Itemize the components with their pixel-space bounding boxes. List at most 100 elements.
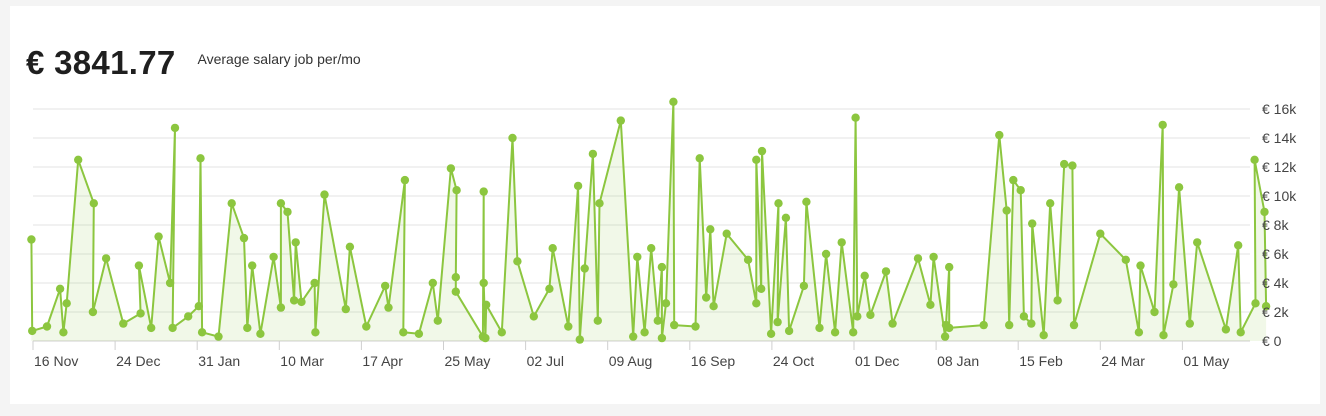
data-point[interactable]: [1150, 307, 1159, 317]
data-point[interactable]: [633, 252, 642, 262]
data-point[interactable]: [929, 252, 938, 262]
data-point[interactable]: [243, 323, 252, 333]
data-point[interactable]: [451, 287, 460, 296]
data-point[interactable]: [926, 300, 935, 309]
data-point[interactable]: [136, 309, 145, 318]
data-point[interactable]: [564, 322, 573, 331]
data-point[interactable]: [995, 130, 1004, 140]
data-point[interactable]: [27, 235, 36, 244]
data-point[interactable]: [595, 199, 604, 208]
data-point[interactable]: [913, 254, 923, 263]
data-point[interactable]: [101, 254, 111, 263]
data-point[interactable]: [752, 299, 761, 308]
data-point[interactable]: [1134, 328, 1144, 337]
data-point[interactable]: [89, 199, 99, 208]
data-point[interactable]: [428, 278, 437, 288]
data-point[interactable]: [657, 333, 667, 343]
data-point[interactable]: [28, 326, 37, 336]
data-point[interactable]: [1250, 155, 1259, 164]
data-point[interactable]: [575, 335, 584, 344]
data-point[interactable]: [837, 238, 846, 247]
data-point[interactable]: [119, 319, 128, 328]
data-point[interactable]: [580, 264, 589, 273]
data-point[interactable]: [799, 281, 809, 291]
data-point[interactable]: [881, 267, 891, 276]
data-point[interactable]: [399, 328, 408, 337]
data-point[interactable]: [752, 155, 761, 164]
data-point[interactable]: [757, 146, 767, 156]
data-point[interactable]: [311, 328, 320, 337]
data-point[interactable]: [1005, 320, 1014, 330]
data-point[interactable]: [860, 271, 869, 280]
data-point[interactable]: [289, 296, 299, 305]
data-point[interactable]: [74, 155, 83, 164]
data-point[interactable]: [88, 307, 98, 317]
data-point[interactable]: [165, 278, 175, 288]
data-point[interactable]: [629, 332, 638, 341]
data-point[interactable]: [670, 320, 679, 330]
data-point[interactable]: [291, 238, 300, 247]
data-point[interactable]: [1046, 199, 1055, 208]
data-point[interactable]: [446, 164, 456, 173]
data-point[interactable]: [757, 284, 766, 293]
data-point[interactable]: [940, 332, 950, 341]
data-point[interactable]: [1009, 175, 1018, 185]
data-point[interactable]: [1221, 325, 1231, 334]
data-point[interactable]: [184, 312, 193, 321]
data-point[interactable]: [548, 244, 557, 253]
data-point[interactable]: [400, 175, 410, 185]
data-point[interactable]: [1028, 219, 1037, 228]
data-point[interactable]: [1002, 206, 1011, 215]
data-point[interactable]: [802, 197, 811, 206]
data-point[interactable]: [433, 316, 442, 325]
data-point[interactable]: [691, 322, 700, 331]
data-point[interactable]: [59, 328, 68, 337]
data-point[interactable]: [196, 154, 205, 163]
data-point[interactable]: [1019, 312, 1029, 321]
data-point[interactable]: [743, 255, 753, 264]
data-point[interactable]: [1260, 207, 1269, 217]
data-point[interactable]: [669, 97, 678, 107]
data-point[interactable]: [706, 225, 715, 234]
data-point[interactable]: [1236, 328, 1245, 337]
data-point[interactable]: [197, 328, 207, 337]
data-point[interactable]: [276, 199, 286, 208]
data-point[interactable]: [766, 329, 776, 338]
data-point[interactable]: [42, 322, 52, 331]
data-point[interactable]: [384, 303, 393, 312]
data-point[interactable]: [695, 154, 704, 163]
data-point[interactable]: [276, 303, 286, 312]
data-point[interactable]: [310, 278, 319, 288]
data-point[interactable]: [784, 326, 794, 336]
data-point[interactable]: [479, 187, 488, 196]
data-point[interactable]: [341, 304, 350, 314]
data-point[interactable]: [653, 316, 662, 325]
data-point[interactable]: [545, 284, 554, 293]
data-point[interactable]: [1193, 238, 1202, 247]
data-point[interactable]: [256, 329, 265, 338]
data-point[interactable]: [1069, 320, 1079, 330]
data-point[interactable]: [945, 323, 954, 333]
data-point[interactable]: [866, 310, 875, 320]
data-point[interactable]: [239, 233, 249, 243]
data-point[interactable]: [481, 333, 490, 343]
data-point[interactable]: [1158, 120, 1167, 130]
data-point[interactable]: [297, 297, 306, 307]
data-point[interactable]: [593, 316, 602, 325]
data-point[interactable]: [513, 257, 522, 266]
data-point[interactable]: [888, 319, 897, 328]
data-point[interactable]: [320, 190, 329, 199]
data-point[interactable]: [774, 199, 783, 208]
data-point[interactable]: [1234, 241, 1243, 250]
data-point[interactable]: [709, 302, 718, 311]
data-point[interactable]: [979, 320, 988, 330]
data-point[interactable]: [134, 261, 144, 270]
data-point[interactable]: [362, 322, 371, 331]
data-point[interactable]: [1121, 255, 1131, 264]
data-point[interactable]: [508, 133, 517, 143]
data-point[interactable]: [529, 312, 538, 321]
data-point[interactable]: [1027, 319, 1036, 328]
data-point[interactable]: [154, 232, 163, 241]
data-point[interactable]: [781, 213, 791, 222]
data-point[interactable]: [269, 252, 278, 262]
